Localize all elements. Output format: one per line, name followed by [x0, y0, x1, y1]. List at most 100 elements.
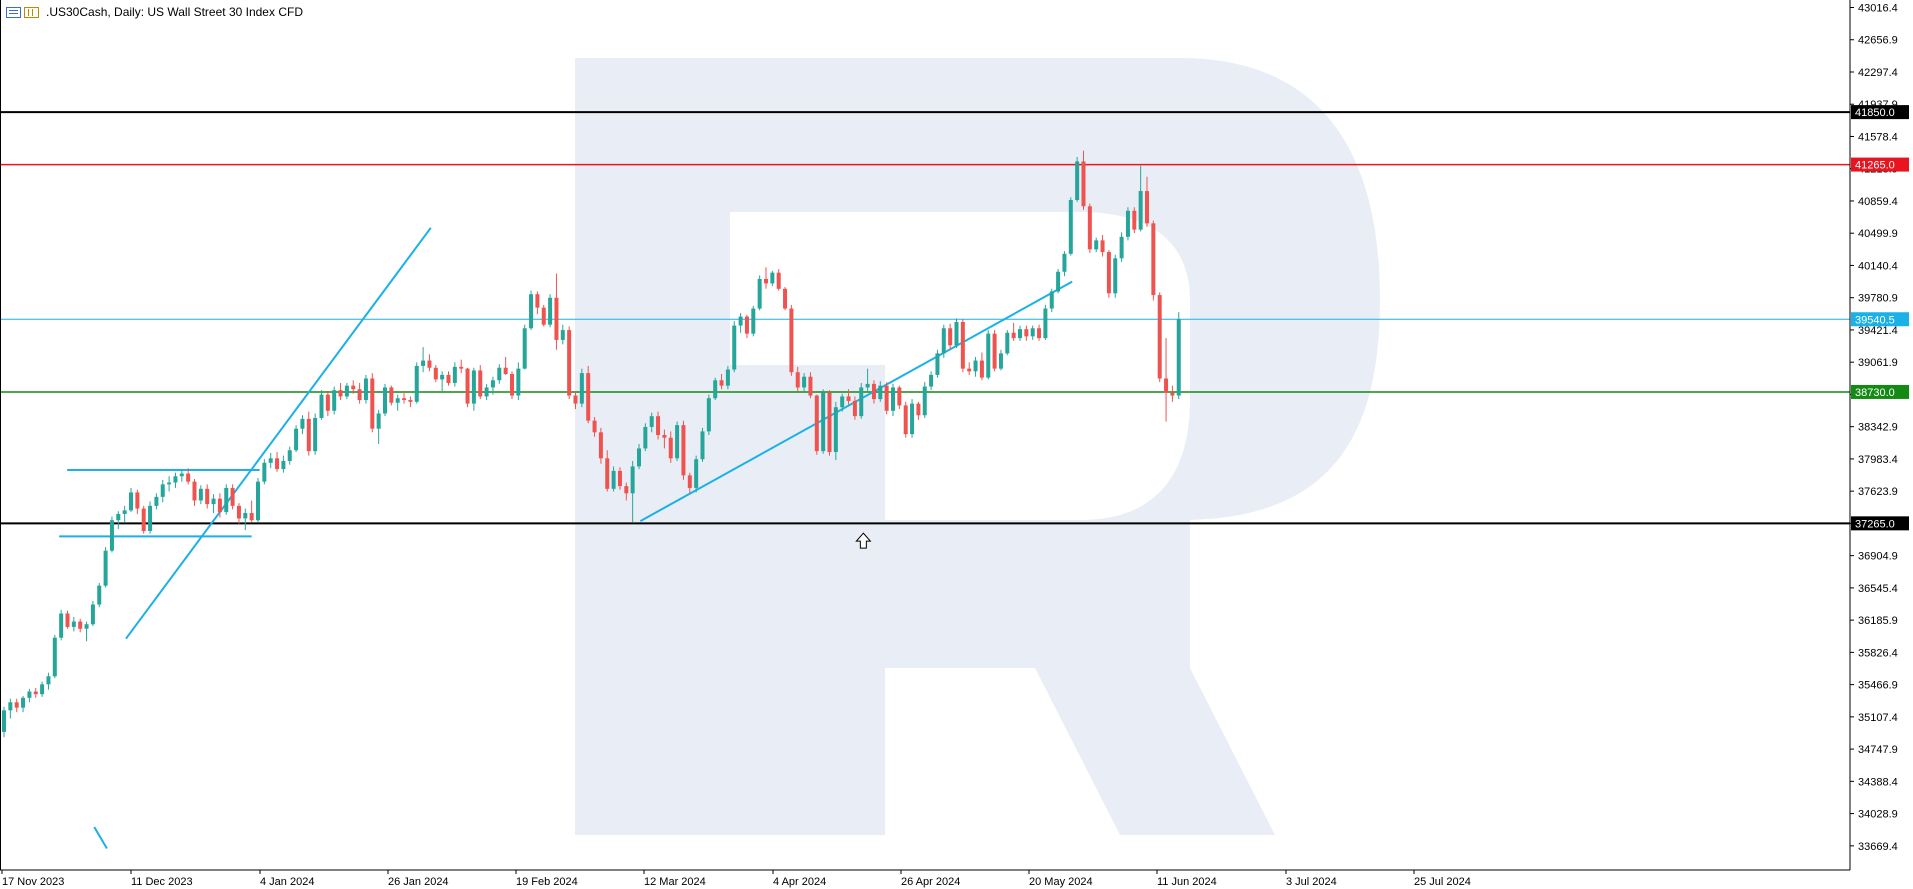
candle	[1018, 325, 1022, 341]
candle-body	[65, 613, 70, 627]
candle	[871, 380, 876, 404]
candle	[160, 479, 165, 503]
candle	[910, 399, 915, 438]
candle-body	[357, 389, 362, 401]
candle-body	[1157, 295, 1162, 379]
candle-body	[776, 272, 781, 289]
candle	[579, 368, 584, 408]
candle	[154, 493, 159, 510]
candle	[941, 324, 946, 358]
candle	[179, 469, 184, 482]
candle-body	[992, 333, 997, 369]
candle	[2, 706, 6, 738]
candle	[840, 393, 845, 412]
candle	[1170, 385, 1175, 402]
candle	[675, 421, 680, 462]
candle	[960, 319, 965, 373]
candle	[1132, 207, 1137, 234]
candle-body	[179, 473, 184, 477]
candle	[1100, 234, 1105, 257]
candle	[567, 326, 572, 400]
candle-body	[135, 492, 140, 509]
candle-body	[973, 360, 978, 372]
candle	[744, 314, 749, 339]
candle	[738, 313, 743, 333]
candle-body	[325, 394, 330, 411]
candle	[490, 376, 495, 395]
candle	[383, 383, 387, 417]
candle	[643, 423, 648, 452]
candle-body	[97, 585, 102, 605]
candle-body	[230, 487, 235, 506]
candle-body	[287, 450, 292, 462]
candle-body	[433, 367, 438, 380]
candle	[560, 324, 565, 345]
candle	[516, 362, 521, 401]
candle-body	[338, 390, 343, 397]
candle-body	[738, 316, 743, 326]
candle-body	[395, 398, 400, 403]
candle	[1062, 251, 1067, 277]
candle-body	[922, 386, 927, 416]
candle-body	[986, 333, 991, 378]
candle	[414, 362, 419, 404]
candle-body	[598, 432, 603, 459]
candle	[884, 382, 889, 415]
candle	[1094, 237, 1099, 253]
y-tick-label: 33669.4	[1858, 841, 1898, 853]
candle	[1068, 197, 1073, 256]
candle	[668, 431, 673, 463]
candle-body	[427, 360, 432, 368]
candle	[129, 487, 133, 513]
candle	[814, 394, 819, 455]
y-tick-label: 37623.9	[1858, 486, 1898, 498]
candle-body	[414, 365, 419, 402]
candle-body	[408, 400, 413, 402]
candle	[59, 609, 64, 641]
candle-body	[821, 392, 826, 452]
candle-body	[770, 272, 775, 284]
candle	[770, 270, 775, 287]
candle-body	[840, 396, 845, 408]
candle-body	[884, 385, 889, 411]
candle-body	[757, 278, 762, 309]
candle-body	[14, 702, 19, 708]
candle	[198, 485, 203, 505]
candle	[1151, 220, 1156, 301]
candle	[827, 390, 832, 456]
candle	[859, 382, 864, 419]
candle	[135, 489, 140, 514]
candle	[732, 321, 737, 373]
candle	[319, 390, 324, 420]
chart-list-icon[interactable]	[6, 6, 21, 18]
candle-body	[249, 513, 254, 521]
candle	[554, 273, 559, 350]
x-tick-label: 4 Jan 2024	[260, 876, 314, 888]
candle	[236, 503, 241, 524]
candle-body	[1170, 392, 1175, 396]
candle-body	[865, 383, 870, 388]
candle	[935, 349, 940, 378]
candle-body	[116, 513, 121, 521]
candle	[903, 401, 908, 438]
candle	[84, 621, 89, 642]
candle-body	[795, 372, 800, 388]
candle-body	[319, 394, 324, 418]
candle	[529, 290, 534, 331]
candle	[52, 635, 57, 679]
trendline-2	[93, 826, 108, 849]
candle	[452, 362, 457, 387]
candle	[694, 455, 699, 493]
candle-body	[1094, 240, 1099, 250]
candle	[389, 385, 394, 406]
candle-body	[1068, 200, 1073, 254]
candle-body	[1119, 236, 1124, 259]
candle	[262, 459, 267, 485]
candle-body	[681, 425, 686, 476]
candle	[71, 617, 76, 632]
chart-window-icon[interactable]	[24, 6, 39, 18]
candle	[243, 508, 248, 531]
candle	[287, 446, 292, 465]
candle	[998, 349, 1003, 371]
